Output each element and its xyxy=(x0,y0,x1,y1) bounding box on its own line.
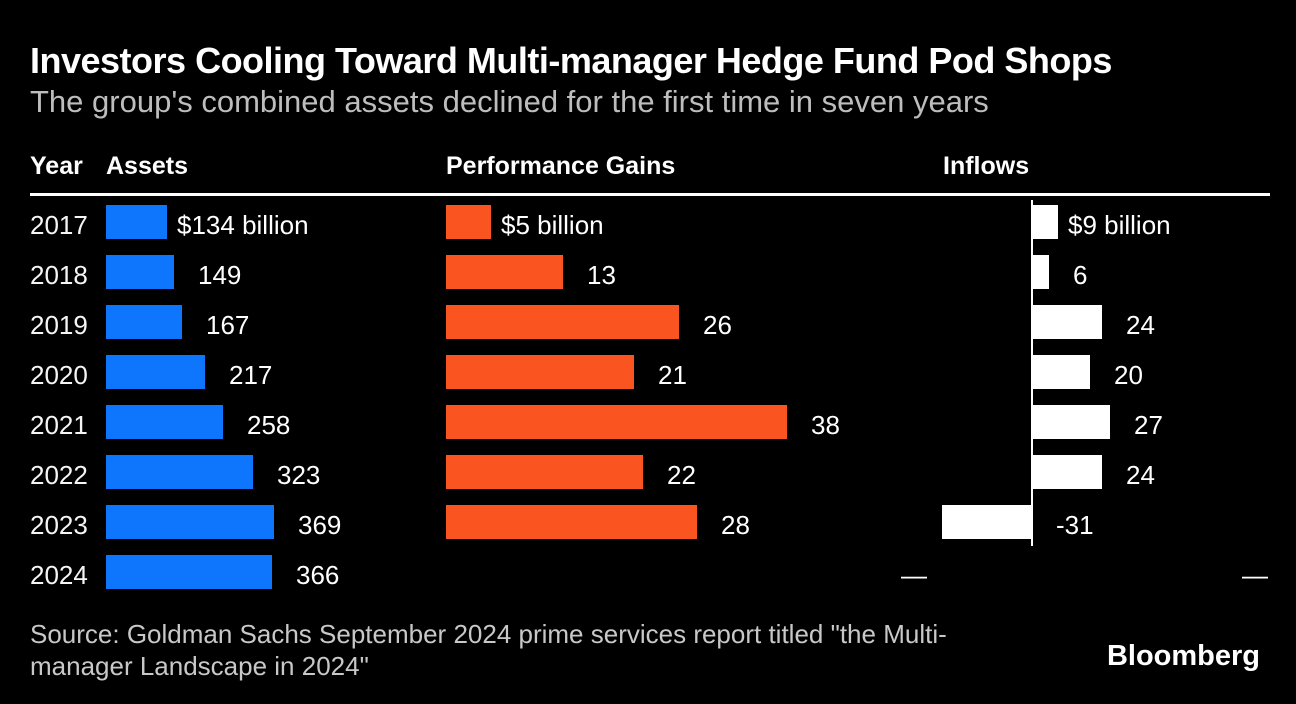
performance_gains-value-label: 13 xyxy=(587,260,616,290)
chart-title: Investors Cooling Toward Multi-manager H… xyxy=(30,40,1112,81)
performance_gains-bar xyxy=(446,505,697,539)
table-row: 2024 366 — — xyxy=(0,550,1296,600)
inflows-value-label: 27 xyxy=(1134,410,1163,440)
inflows-value-label: 6 xyxy=(1073,260,1088,290)
assets-bar xyxy=(106,305,182,339)
column-header-inflows: Inflows xyxy=(943,152,1030,180)
inflows-bar xyxy=(1032,455,1102,489)
assets-value-label: 258 xyxy=(247,410,291,440)
table-row: 2018 149 13 6 xyxy=(0,250,1296,300)
assets-bar xyxy=(106,255,174,289)
inflows-value-label: $9 billion xyxy=(1068,210,1171,240)
year-label: 2022 xyxy=(30,460,88,490)
assets-bar xyxy=(106,555,272,589)
source-note-line1: Source: Goldman Sachs September 2024 pri… xyxy=(30,619,947,649)
assets-bar xyxy=(106,405,223,439)
assets-bar xyxy=(106,355,205,389)
assets-bar xyxy=(106,205,167,239)
performance_gains-value-label: 28 xyxy=(721,510,750,540)
inflows-value-label: -31 xyxy=(1056,510,1094,540)
assets-value-label: 149 xyxy=(198,260,242,290)
chart-subtitle: The group's combined assets declined for… xyxy=(30,84,989,119)
inflows-value-label: 24 xyxy=(1126,460,1155,490)
inflows-value-label: 20 xyxy=(1114,360,1143,390)
year-label: 2024 xyxy=(30,560,88,590)
performance_gains-value-label: 38 xyxy=(811,410,840,440)
inflows-value-label: 24 xyxy=(1126,310,1155,340)
assets-value-label: 323 xyxy=(277,460,321,490)
column-header-assets: Assets xyxy=(106,152,188,180)
year-label: 2019 xyxy=(30,310,88,340)
column-header-year: Year xyxy=(30,152,83,180)
inflows-bar xyxy=(1032,355,1090,389)
year-label: 2017 xyxy=(30,210,88,240)
table-row: 2021 258 38 27 xyxy=(0,400,1296,450)
year-label: 2018 xyxy=(30,260,88,290)
performance_gains-missing-value: — xyxy=(901,560,927,590)
performance_gains-bar xyxy=(446,205,491,239)
performance_gains-value-label: $5 billion xyxy=(501,210,604,240)
assets-value-label: 366 xyxy=(296,560,340,590)
source-note: Source: Goldman Sachs September 2024 pri… xyxy=(30,618,947,682)
header-divider-rule xyxy=(30,193,1270,196)
year-label: 2023 xyxy=(30,510,88,540)
inflows-missing-value: — xyxy=(1242,560,1268,590)
performance_gains-bar xyxy=(446,455,643,489)
assets-value-label: 167 xyxy=(206,310,250,340)
bloomberg-logo: Bloomberg xyxy=(1106,640,1260,672)
column-header-performance-gains: Performance Gains xyxy=(446,152,676,180)
performance_gains-value-label: 21 xyxy=(658,360,687,390)
table-row: 2017 $134 billion $5 billion $9 billion xyxy=(0,200,1296,250)
year-label: 2021 xyxy=(30,410,88,440)
source-note-line2: manager Landscape in 2024" xyxy=(30,651,369,681)
year-label: 2020 xyxy=(30,360,88,390)
performance_gains-value-label: 22 xyxy=(667,460,696,490)
inflows-bar xyxy=(1032,255,1049,289)
table-row: 2020 217 21 20 xyxy=(0,350,1296,400)
performance_gains-value-label: 26 xyxy=(703,310,732,340)
inflows-bar xyxy=(942,505,1032,539)
assets-bar xyxy=(106,505,274,539)
performance_gains-bar xyxy=(446,255,563,289)
table-row: 2023 369 28 -31 xyxy=(0,500,1296,550)
table-row: 2019 167 26 24 xyxy=(0,300,1296,350)
table-row: 2022 323 22 24 xyxy=(0,450,1296,500)
assets-bar xyxy=(106,455,253,489)
assets-value-label: 217 xyxy=(229,360,273,390)
inflows-bar xyxy=(1032,205,1058,239)
assets-value-label: $134 billion xyxy=(177,210,309,240)
performance_gains-bar xyxy=(446,405,787,439)
performance_gains-bar xyxy=(446,355,634,389)
performance_gains-bar xyxy=(446,305,679,339)
assets-value-label: 369 xyxy=(298,510,342,540)
inflows-bar xyxy=(1032,405,1110,439)
inflows-bar xyxy=(1032,305,1102,339)
